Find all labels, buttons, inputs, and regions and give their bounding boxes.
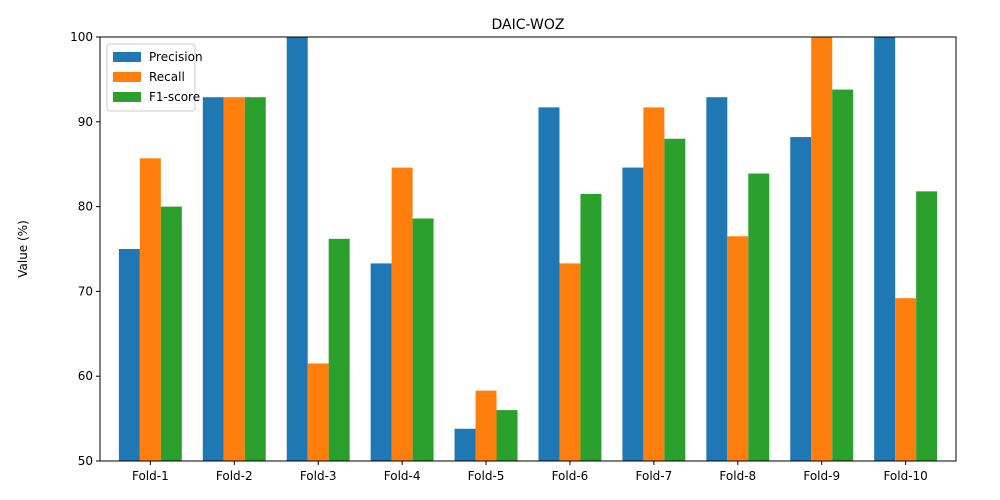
bar-precision-fold-1	[118, 249, 140, 461]
x-tick-label: Fold-5	[468, 469, 505, 483]
bar-f1-score-fold-8	[748, 173, 770, 461]
y-axis: 50 60 70 80 90 100	[70, 30, 100, 468]
bar-f1-score-fold-2	[244, 97, 266, 462]
bar-precision-fold-5	[454, 428, 476, 461]
chart-title: DAIC-WOZ	[492, 17, 565, 33]
legend: Precision Recall F1-score	[106, 43, 203, 112]
x-axis: Fold-1 Fold-2 Fold-3 Fold-4 Fold-5 Fold-6 Fold…	[132, 461, 928, 483]
bar-f1-score-fold-1	[160, 206, 182, 461]
legend-swatch-recall	[113, 72, 141, 82]
bar-recall-fold-6	[559, 263, 581, 461]
y-tick-label: 70	[78, 284, 93, 298]
y-tick-label: 60	[78, 369, 93, 383]
y-tick-label: 90	[78, 115, 93, 129]
bar-recall-fold-4	[391, 167, 413, 461]
legend-label-precision: Precision	[149, 50, 203, 64]
bar-recall-fold-7	[643, 107, 665, 461]
bar-precision-fold-10	[874, 37, 896, 461]
bar-precision-fold-6	[538, 107, 560, 461]
x-tick-label: Fold-8	[719, 469, 756, 483]
legend-label-recall: Recall	[149, 70, 185, 84]
legend-swatch-f1-score	[113, 92, 141, 102]
legend-label-f1-score: F1-score	[149, 90, 200, 104]
bar-f1-score-fold-6	[580, 193, 602, 461]
bar-precision-fold-2	[202, 97, 224, 462]
bar-recall-fold-3	[307, 363, 329, 461]
bar-recall-fold-5	[475, 390, 497, 461]
bar-f1-score-fold-4	[412, 218, 434, 461]
y-tick-label: 80	[78, 200, 93, 214]
bar-recall-fold-10	[895, 298, 917, 461]
bar-recall-fold-9	[811, 37, 833, 461]
x-tick-label: Fold-2	[216, 469, 253, 483]
bar-f1-score-fold-7	[664, 138, 686, 461]
bar-precision-fold-4	[370, 263, 392, 461]
plot-frame	[99, 36, 957, 462]
x-tick-label: Fold-7	[636, 469, 673, 483]
bar-f1-score-fold-10	[916, 191, 938, 461]
y-axis-title: Value (%)	[16, 220, 30, 278]
y-tick-label: 100	[70, 30, 93, 44]
bar-precision-fold-8	[706, 97, 728, 462]
x-tick-label: Fold-1	[132, 469, 169, 483]
x-tick-label: Fold-3	[300, 469, 337, 483]
x-tick-label: Fold-4	[384, 469, 421, 483]
bar-recall-fold-2	[223, 97, 245, 462]
y-tick-label: 50	[78, 454, 93, 468]
bar-precision-fold-7	[622, 167, 644, 461]
bar-recall-fold-1	[139, 158, 161, 461]
legend-swatch-precision	[113, 52, 141, 62]
x-tick-label: Fold-6	[552, 469, 589, 483]
bar-recall-fold-8	[727, 236, 749, 461]
bar-precision-fold-9	[790, 137, 812, 461]
bar-f1-score-fold-3	[328, 238, 350, 461]
bar-f1-score-fold-9	[832, 89, 854, 461]
x-tick-label: Fold-10	[883, 469, 927, 483]
x-tick-label: Fold-9	[803, 469, 840, 483]
bar-precision-fold-3	[286, 37, 308, 461]
bars-group	[118, 37, 938, 462]
bar-f1-score-fold-5	[496, 410, 518, 461]
